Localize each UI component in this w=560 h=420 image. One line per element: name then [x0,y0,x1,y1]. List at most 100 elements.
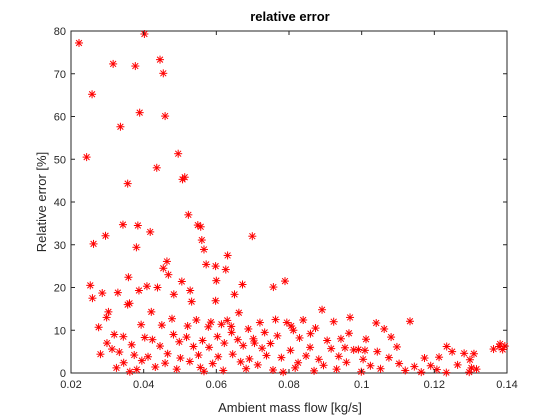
data-point [234,308,243,317]
data-point [162,257,171,266]
data-point [380,324,389,333]
data-point [227,328,236,337]
data-point [214,352,223,361]
data-point [115,348,124,357]
data-point [148,335,157,344]
data-point [244,324,253,333]
data-point [88,90,97,99]
x-tick-label: 0.08 [278,379,299,391]
data-point [230,290,239,299]
data-point [183,321,192,330]
data-point [199,245,208,254]
data-point [223,316,232,325]
data-point [417,368,426,377]
data-point [204,322,213,331]
data-point [104,307,113,316]
data-point [366,361,375,370]
data-point [202,260,211,269]
data-point [260,328,269,337]
data-point [384,353,393,362]
data-point [282,318,291,327]
data-point [465,355,474,364]
data-point [334,352,343,361]
data-point [392,342,401,351]
data-point [130,351,139,360]
data-point [299,315,308,324]
data-point [123,179,132,188]
data-point [140,29,149,38]
data-point [213,332,222,341]
data-point [401,366,410,375]
data-point [119,332,128,341]
data-point [354,345,363,354]
data-point [211,296,220,305]
data-point [182,333,191,342]
data-point [332,365,341,374]
plot-frame [70,30,508,374]
data-point [228,350,237,359]
data-point [197,236,206,245]
data-point [194,351,203,360]
y-tick-label: 60 [54,112,66,124]
data-point [199,367,208,376]
data-point [221,265,230,274]
data-point [281,277,290,286]
data-point [291,363,300,372]
data-point [302,351,311,360]
data-point [448,347,457,356]
y-axis: 0 10 20 30 40 50 60 70 80 [54,26,507,380]
data-point [153,283,162,292]
data-point [184,210,193,219]
data-point [132,243,141,252]
data-point [144,352,153,361]
data-point [102,339,111,348]
data-point [185,357,194,366]
data-point [159,69,168,78]
y-tick-label: 40 [54,197,66,209]
data-point [109,59,118,68]
data-point [140,333,149,342]
data-point [74,38,83,47]
data-point [108,345,117,354]
data-point [248,232,257,241]
data-point [176,354,185,363]
data-point [135,108,144,117]
data-point [318,305,327,314]
data-point [132,365,141,374]
data-point [163,349,172,358]
data-point [410,362,419,371]
data-point [344,329,353,338]
x-tick-label: 0.14 [496,379,517,391]
plot-area [70,29,509,377]
data-point [336,334,345,343]
data-point [233,335,242,344]
data-point [187,297,196,306]
data-point [236,357,245,366]
data-point [327,344,336,353]
data-point [453,360,462,369]
data-point [242,364,251,373]
data-point [147,307,156,316]
data-point [151,363,160,372]
data-point [323,336,332,345]
data-point [469,349,478,358]
data-point [142,282,151,291]
data-point [198,336,207,345]
data-point [116,122,125,131]
data-point [89,239,98,248]
data-point [86,281,95,290]
data-point [192,315,201,324]
data-point [156,55,165,64]
data-point [137,356,146,365]
data-point [196,222,205,231]
data-point [255,318,264,327]
data-point [239,341,248,350]
data-point [180,173,189,182]
data-point [442,368,451,377]
data-point [125,367,134,376]
x-tick-label: 0.02 [60,379,81,391]
data-point [177,277,186,286]
data-point [266,339,275,348]
data-point [102,313,111,322]
data-point [269,366,278,375]
